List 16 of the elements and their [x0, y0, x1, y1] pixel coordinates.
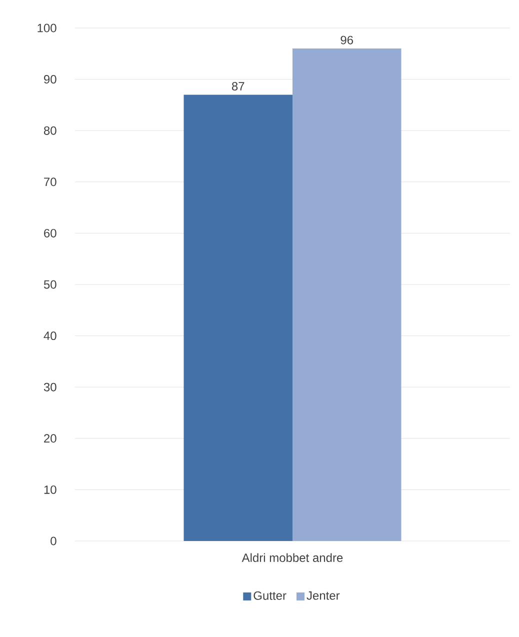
- x-tick-label: Aldri mobbet andre: [242, 553, 343, 562]
- y-tick-label: 40: [44, 332, 56, 340]
- y-tick-label: 20: [44, 434, 56, 443]
- y-tick-label: 100: [38, 24, 56, 32]
- y-tick-label: 0: [50, 536, 56, 546]
- legend-label: Gutter: [254, 591, 286, 600]
- y-tick-label: 70: [44, 178, 56, 186]
- y-tick-label: 90: [44, 75, 56, 84]
- legend-label: Jenter: [306, 591, 340, 600]
- y-tick-label: 30: [44, 382, 56, 392]
- data-label: 96: [340, 36, 354, 44]
- y-tick-label: 80: [44, 126, 56, 135]
- y-tick-label: 50: [44, 280, 56, 289]
- y-tick-label: 60: [44, 228, 56, 238]
- data-label: 87: [232, 82, 244, 90]
- y-tick-label: 10: [44, 485, 56, 494]
